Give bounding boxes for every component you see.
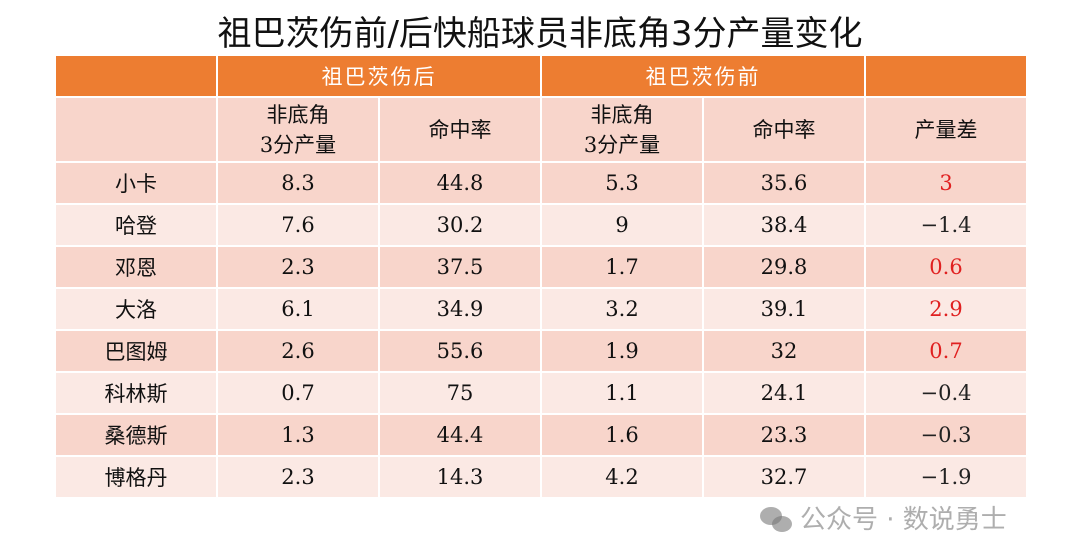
after-pct: 44.8 <box>380 163 540 203</box>
before-volume: 4.2 <box>542 457 702 497</box>
before-volume: 1.6 <box>542 415 702 455</box>
player-name: 大洛 <box>56 289 216 329</box>
header-empty <box>866 56 1026 96</box>
after-volume: 0.7 <box>218 373 378 413</box>
table-row: 巴图姆 2.6 55.6 1.9 32 0.7 <box>56 331 1026 371</box>
header-diff: 产量差 <box>866 98 1026 161</box>
watermark: 公众号 · 数说勇士 <box>760 504 1007 536</box>
volume-diff: 3 <box>866 163 1026 203</box>
watermark-text: 公众号 · 数说勇士 <box>800 505 1007 535</box>
header-empty <box>56 98 216 161</box>
volume-diff: 0.7 <box>866 331 1026 371</box>
before-pct: 35.6 <box>704 163 864 203</box>
table-row: 小卡 8.3 44.8 5.3 35.6 3 <box>56 163 1026 203</box>
before-pct: 24.1 <box>704 373 864 413</box>
player-name: 哈登 <box>56 205 216 245</box>
after-pct: 14.3 <box>380 457 540 497</box>
header-text: 3分产量 <box>259 132 337 157</box>
volume-diff: −0.3 <box>866 415 1026 455</box>
after-pct: 30.2 <box>380 205 540 245</box>
before-volume: 9 <box>542 205 702 245</box>
before-pct: 38.4 <box>704 205 864 245</box>
after-pct: 37.5 <box>380 247 540 287</box>
header-after-pct: 命中率 <box>380 98 540 161</box>
after-volume: 2.6 <box>218 331 378 371</box>
after-volume: 7.6 <box>218 205 378 245</box>
before-pct: 32.7 <box>704 457 864 497</box>
header-after: 祖巴茨伤后 <box>218 56 540 96</box>
player-name: 邓恩 <box>56 247 216 287</box>
before-volume: 1.7 <box>542 247 702 287</box>
header-empty <box>56 56 216 96</box>
after-volume: 8.3 <box>218 163 378 203</box>
after-pct: 75 <box>380 373 540 413</box>
header-before-pct: 命中率 <box>704 98 864 161</box>
header-before-volume: 非底角 3分产量 <box>542 98 702 161</box>
player-name: 博格丹 <box>56 457 216 497</box>
volume-diff: −1.4 <box>866 205 1026 245</box>
player-name: 科林斯 <box>56 373 216 413</box>
after-volume: 2.3 <box>218 247 378 287</box>
stats-table: 祖巴茨伤后 祖巴茨伤前 非底角 3分产量 命中率 非底角 3分产量 命中率 产量差 … <box>54 54 1028 499</box>
before-pct: 32 <box>704 331 864 371</box>
player-name: 巴图姆 <box>56 331 216 371</box>
header-after-volume: 非底角 3分产量 <box>218 98 378 161</box>
after-pct: 34.9 <box>380 289 540 329</box>
after-pct: 55.6 <box>380 331 540 371</box>
before-pct: 23.3 <box>704 415 864 455</box>
header-text: 3分产量 <box>583 132 661 157</box>
volume-diff: 2.9 <box>866 289 1026 329</box>
before-volume: 1.1 <box>542 373 702 413</box>
volume-diff: −0.4 <box>866 373 1026 413</box>
header-row-columns: 非底角 3分产量 命中率 非底角 3分产量 命中率 产量差 <box>56 98 1026 161</box>
before-volume: 5.3 <box>542 163 702 203</box>
wechat-icon <box>760 507 794 533</box>
before-volume: 1.9 <box>542 331 702 371</box>
header-text: 非底角 <box>590 102 654 127</box>
page-title: 祖巴茨伤前/后快船球员非底角3分产量变化 <box>217 14 863 54</box>
after-volume: 6.1 <box>218 289 378 329</box>
table-row: 哈登 7.6 30.2 9 38.4 −1.4 <box>56 205 1026 245</box>
before-volume: 3.2 <box>542 289 702 329</box>
header-row-groups: 祖巴茨伤后 祖巴茨伤前 <box>56 56 1026 96</box>
after-volume: 2.3 <box>218 457 378 497</box>
table-row: 桑德斯 1.3 44.4 1.6 23.3 −0.3 <box>56 415 1026 455</box>
table-row: 科林斯 0.7 75 1.1 24.1 −0.4 <box>56 373 1026 413</box>
header-text: 非底角 <box>266 102 330 127</box>
table-row: 大洛 6.1 34.9 3.2 39.1 2.9 <box>56 289 1026 329</box>
header-before: 祖巴茨伤前 <box>542 56 864 96</box>
player-name: 桑德斯 <box>56 415 216 455</box>
volume-diff: 0.6 <box>866 247 1026 287</box>
volume-diff: −1.9 <box>866 457 1026 497</box>
before-pct: 39.1 <box>704 289 864 329</box>
before-pct: 29.8 <box>704 247 864 287</box>
table-row: 邓恩 2.3 37.5 1.7 29.8 0.6 <box>56 247 1026 287</box>
player-name: 小卡 <box>56 163 216 203</box>
after-volume: 1.3 <box>218 415 378 455</box>
table-row: 博格丹 2.3 14.3 4.2 32.7 −1.9 <box>56 457 1026 497</box>
after-pct: 44.4 <box>380 415 540 455</box>
